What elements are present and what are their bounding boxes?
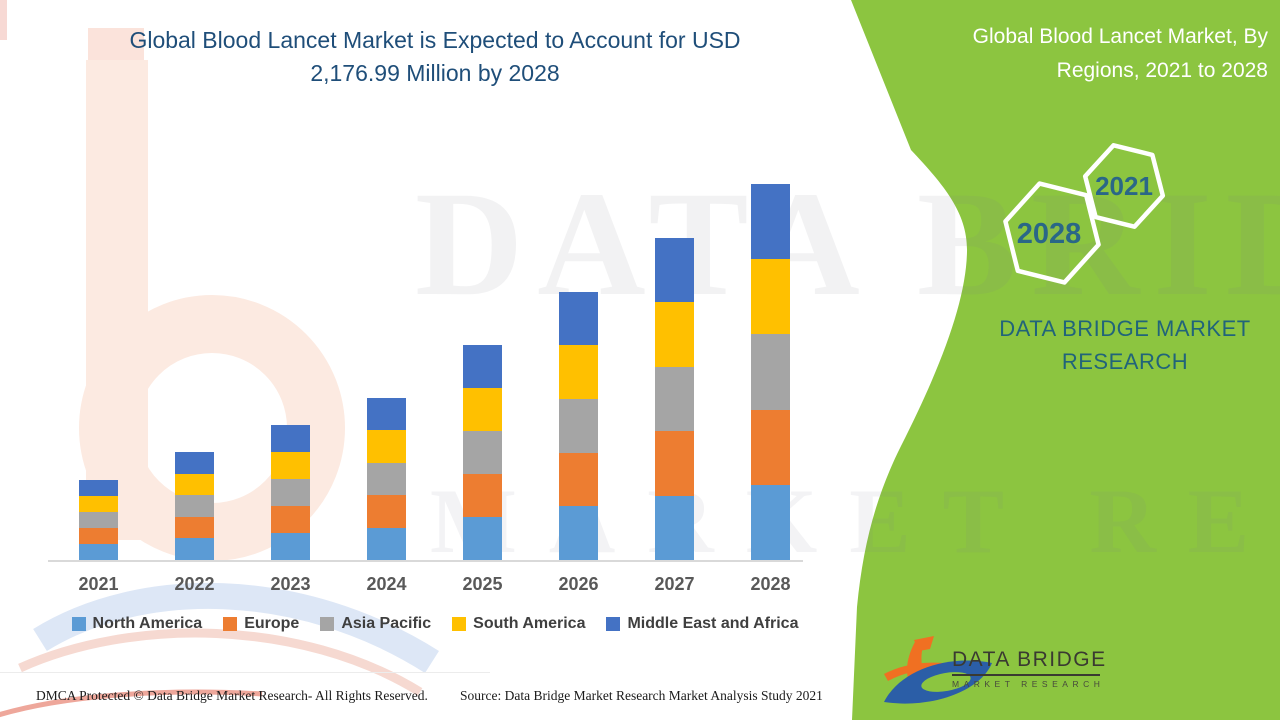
bar-2026 — [559, 291, 598, 560]
legend-swatch-icon — [606, 617, 621, 631]
bar-segment — [751, 184, 790, 260]
panel-heading-line1: Global Blood Lancet Market, By — [972, 25, 1268, 48]
bar-segment — [271, 505, 310, 533]
legend-item: South America — [452, 615, 585, 633]
bar-segment — [175, 495, 214, 517]
footer-source: Source: Data Bridge Market Research Mark… — [460, 688, 823, 703]
x-axis-label: 2022 — [174, 574, 215, 594]
hexagon-2028 — [1003, 181, 1101, 285]
bar-segment — [463, 430, 502, 474]
hexagon-2021-label: 2021 — [1095, 171, 1153, 201]
bar-segment — [655, 495, 694, 560]
legend-label: Europe — [244, 615, 300, 632]
bar-segment — [559, 452, 598, 507]
bar-segment — [79, 511, 118, 528]
bar-segment — [175, 473, 214, 496]
x-axis-label: 2024 — [366, 574, 407, 594]
footer-copyright: DMCA Protected © Data Bridge Market Rese… — [36, 688, 428, 703]
bar-2024 — [367, 397, 406, 560]
hexagon-2021 — [1082, 143, 1166, 229]
panel-heading-line2: Regions, 2021 to 2028 — [1056, 59, 1268, 82]
bar-segment — [655, 366, 694, 432]
bar-segment — [655, 238, 694, 303]
bar-segment — [751, 409, 790, 485]
x-axis-label: 2023 — [270, 574, 311, 594]
bar-2028 — [751, 184, 790, 560]
brand-text-line2: RESEARCH — [1061, 349, 1189, 374]
legend-label: North America — [92, 615, 203, 632]
brand-text: DATA BRIDGE MARKET RESEARCH — [980, 312, 1270, 378]
bar-2027 — [655, 238, 694, 560]
legend-label: Asia Pacific — [341, 615, 432, 632]
legend-swatch-icon — [71, 617, 86, 631]
bar-segment — [751, 334, 790, 410]
bar-segment — [559, 345, 598, 399]
bar-2021 — [79, 479, 118, 560]
hexagon-2028-label: 2028 — [1017, 218, 1082, 250]
bar-segment — [559, 506, 598, 560]
legend-swatch-icon — [223, 617, 238, 631]
databridge-logo-icon — [884, 636, 992, 704]
x-axis-label: 2025 — [462, 574, 503, 594]
panel-heading: Global Blood Lancet Market, By Regions, … — [898, 20, 1268, 88]
bar-segment — [559, 291, 598, 346]
x-axis-label: 2021 — [78, 574, 119, 594]
x-axis-label: 2028 — [750, 574, 791, 594]
logo-subtitle: MARKET RESEARCH — [952, 679, 1105, 689]
bar-segment — [271, 532, 310, 560]
legend-label: Middle East and Africa — [627, 615, 799, 632]
bar-segment — [367, 397, 406, 431]
brand-text-line1: DATA BRIDGE MARKET — [999, 316, 1251, 341]
footer-divider — [0, 672, 490, 673]
chart-title-line1: Global Blood Lancet Market is Expected t… — [129, 27, 741, 53]
bar-2023 — [271, 424, 310, 560]
bar-segment — [367, 462, 406, 496]
bar-segment — [175, 516, 214, 539]
bar-segment — [655, 431, 694, 496]
logo-underline — [952, 674, 1100, 676]
bar-segment — [367, 495, 406, 528]
x-axis-label: 2026 — [558, 574, 599, 594]
bar-segment — [751, 484, 790, 560]
legend-item: Asia Pacific — [320, 615, 431, 633]
x-axis-line — [48, 560, 803, 562]
bar-2025 — [463, 344, 502, 560]
chart-title-line2: 2,176.99 Million by 2028 — [310, 60, 560, 86]
bar-segment — [367, 430, 406, 463]
bar-segment — [271, 478, 310, 506]
bar-segment — [175, 538, 214, 560]
bar-segment — [79, 527, 118, 544]
bar-segment — [175, 452, 214, 474]
legend-swatch-icon — [452, 617, 467, 631]
bar-segment — [751, 259, 790, 335]
bar-segment — [463, 387, 502, 431]
chart-title: Global Blood Lancet Market is Expected t… — [35, 24, 835, 90]
bar-segment — [271, 424, 310, 452]
logo-name: DATA BRIDGE — [952, 648, 1107, 671]
legend-swatch-icon — [320, 617, 335, 631]
bar-segment — [79, 495, 118, 512]
legend-item: North America — [71, 615, 203, 633]
legend-label: South America — [473, 615, 586, 632]
bar-segment — [79, 479, 118, 496]
x-axis-label: 2027 — [654, 574, 695, 594]
bar-segment — [463, 344, 502, 388]
bar-2022 — [175, 452, 214, 560]
chart-legend: North America Europe Asia Pacific South Ame… — [40, 615, 830, 633]
bar-segment — [463, 473, 502, 517]
legend-item: Middle East and Africa — [606, 615, 798, 633]
bar-segment — [559, 398, 598, 453]
bar-segment — [463, 516, 502, 560]
legend-item: Europe — [223, 615, 299, 633]
bar-segment — [367, 527, 406, 560]
bar-segment — [655, 302, 694, 367]
bar-segment — [271, 451, 310, 479]
bar-segment — [79, 543, 118, 560]
